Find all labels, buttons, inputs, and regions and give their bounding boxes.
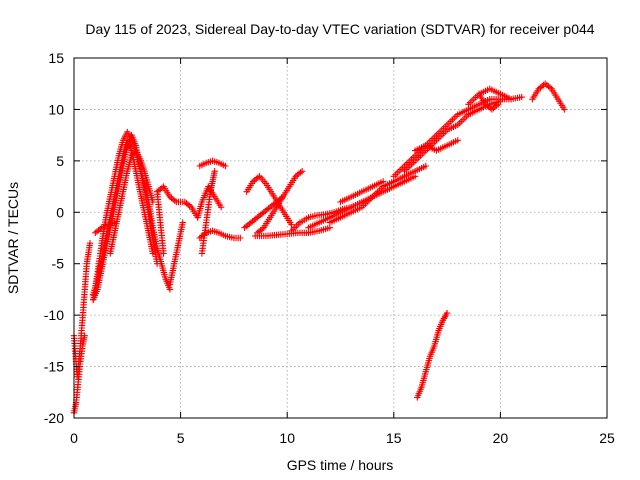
x-tick-label: 25 [599,430,615,446]
data-point [288,221,295,228]
y-tick-label: 5 [56,153,64,169]
data-point [81,332,88,339]
data-point [222,162,229,170]
data-point [495,101,502,108]
y-tick-label: 15 [48,50,64,66]
y-tick-label: -15 [44,359,64,375]
y-tick-label: -5 [52,256,65,272]
x-tick-label: 20 [493,430,509,446]
y-axis-title: SDTVAR / TECUs [5,182,21,294]
data-point [561,106,568,113]
y-tick-label: 0 [56,204,64,220]
y-tick-label: -10 [44,307,64,323]
data-point [179,219,186,226]
x-tick-label: 10 [279,430,295,446]
data-point [149,250,157,257]
axis-ticks: 0 5 10 15 20 25 -20 -15 -10 -5 0 5 10 15 [44,50,615,446]
data-point [507,95,515,103]
x-tick-label: 5 [177,430,185,446]
plot-frame [73,57,608,419]
data-point [443,309,451,317]
data-point [111,219,118,226]
y-tick-label: -20 [44,410,64,426]
x-axis-title: GPS time / hours [287,457,394,473]
data-point [422,162,429,170]
data-point [454,137,461,144]
x-tick-label: 15 [386,430,402,446]
data-point [86,239,94,247]
data-point [298,167,306,175]
data-point [211,167,218,175]
data-point [237,234,244,242]
data-point [379,178,387,185]
y-tick-label: 10 [48,101,64,117]
data-point [518,93,525,101]
data-marks [70,80,568,417]
data-point [217,203,225,211]
chart-title: Day 115 of 2023, Sidereal Day-to-day VTE… [85,21,594,37]
x-tick-label: 0 [70,430,78,446]
